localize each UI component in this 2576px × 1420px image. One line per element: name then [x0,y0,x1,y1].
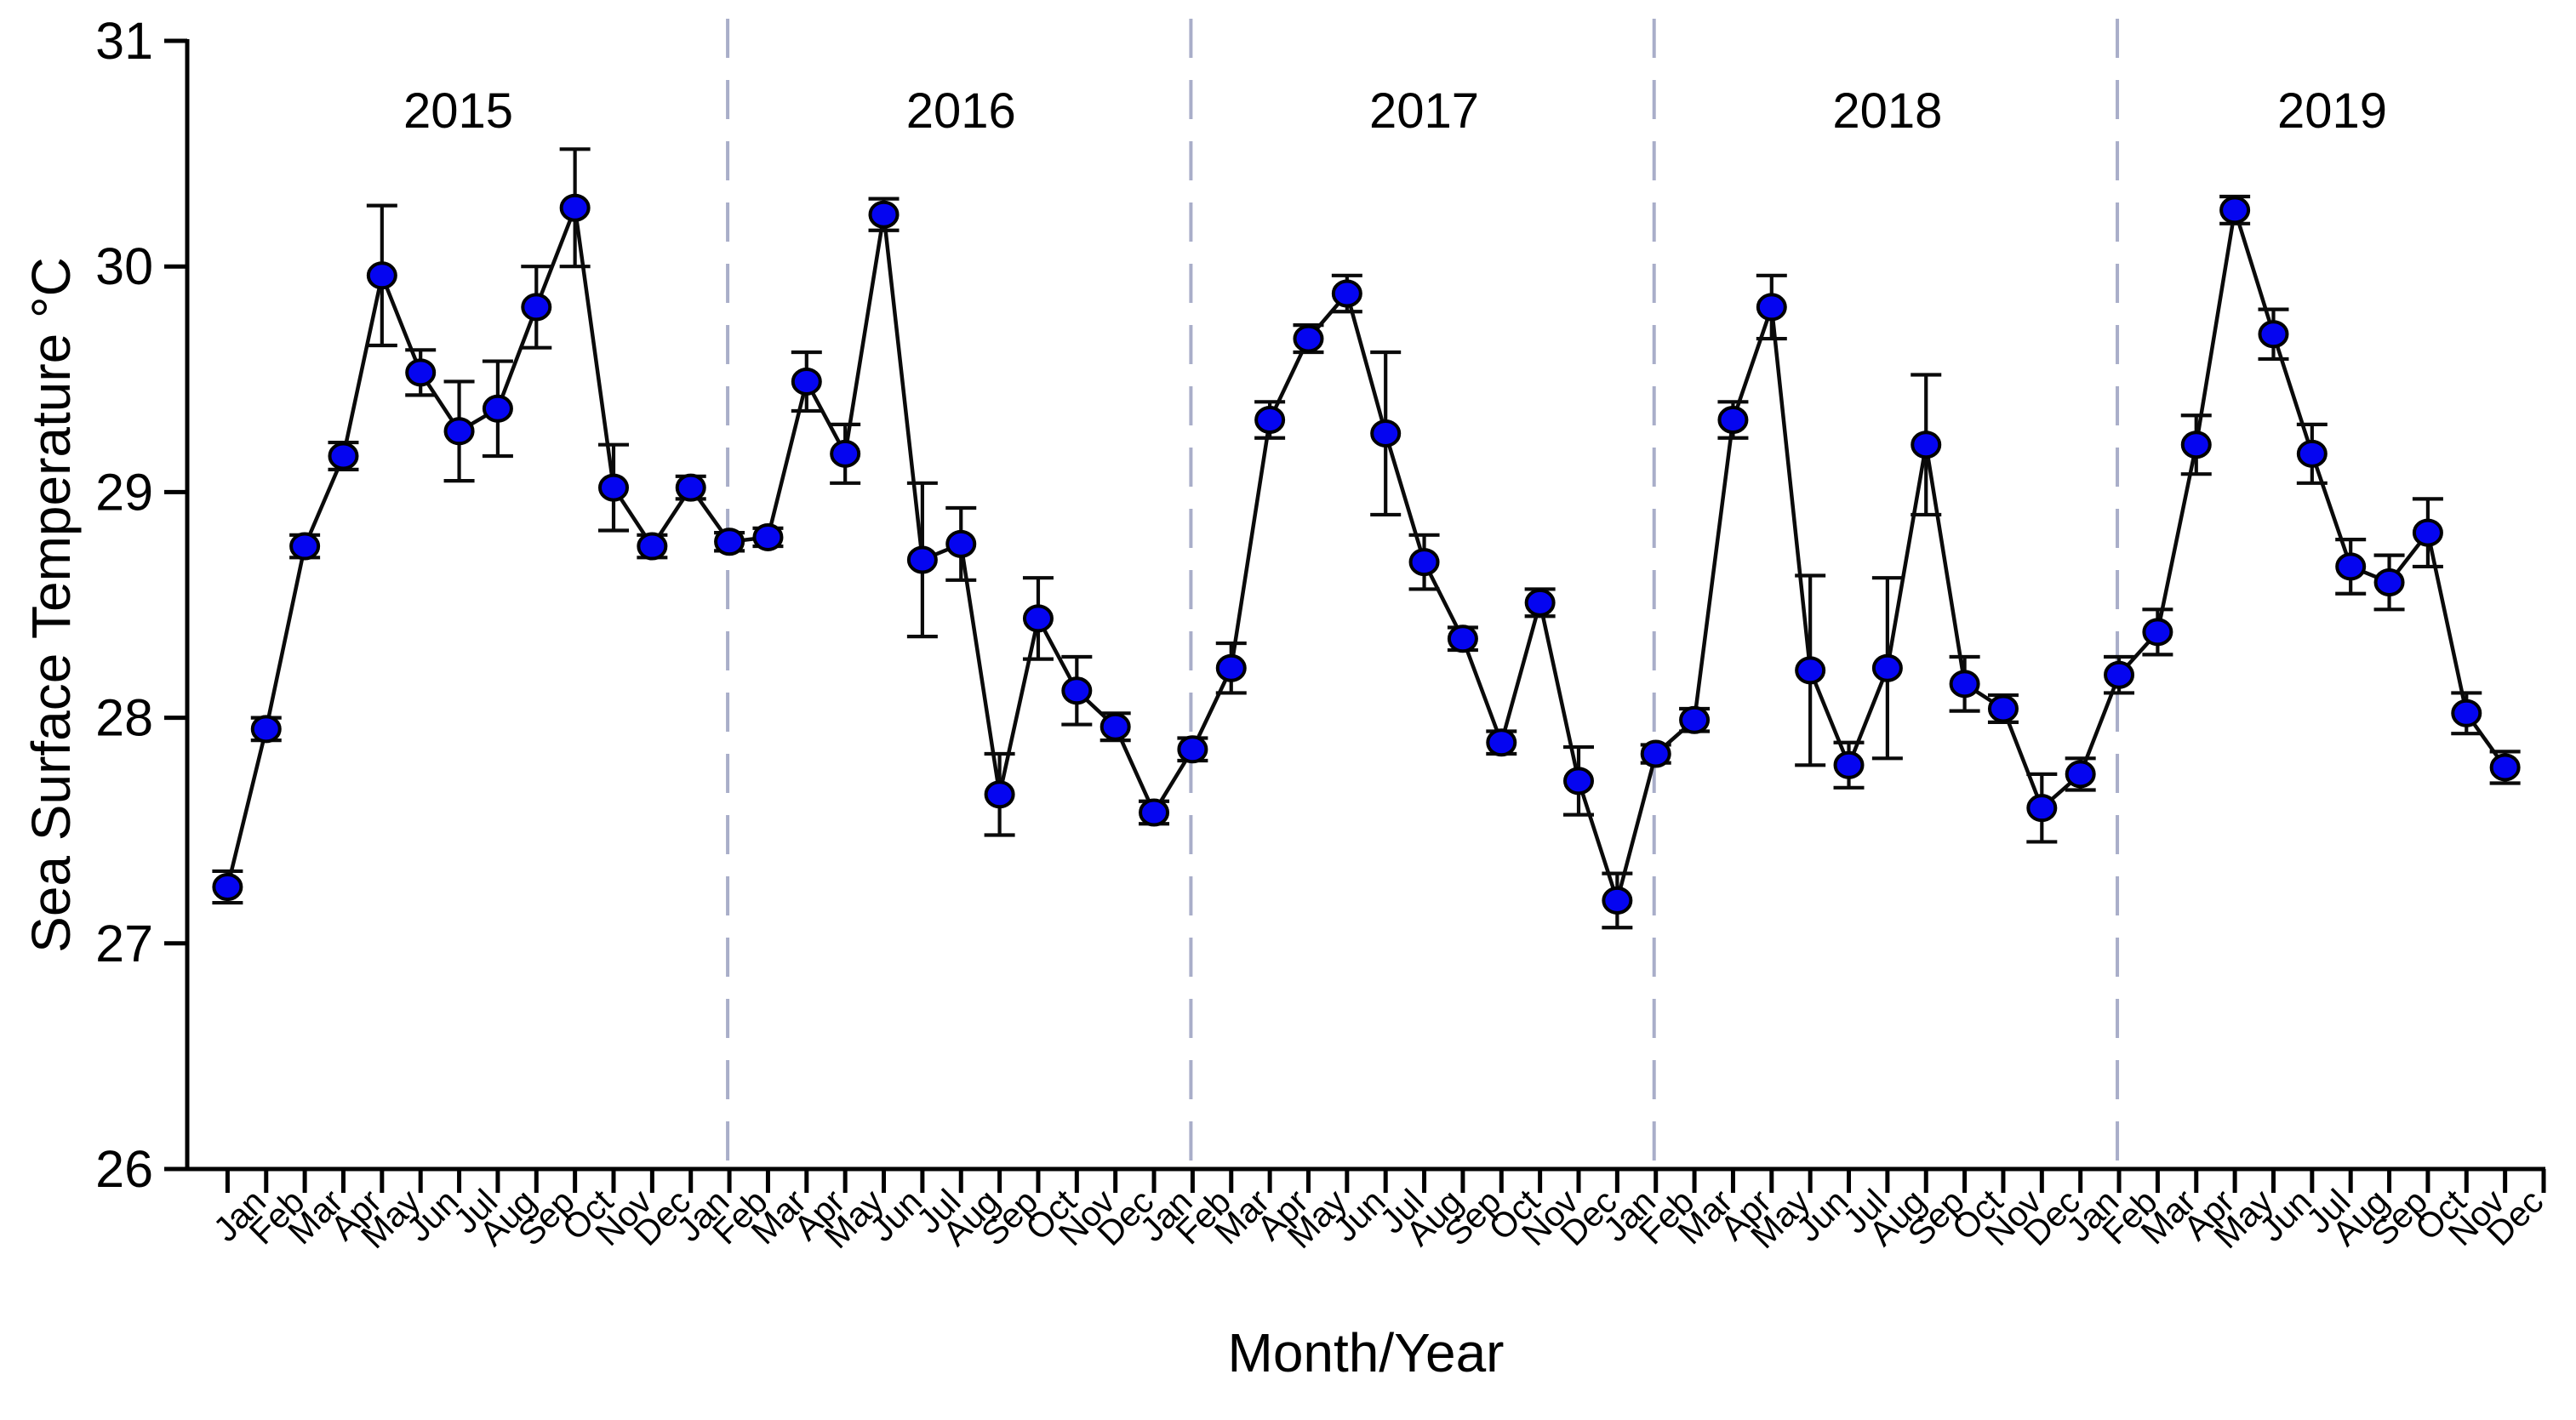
data-point [482,394,513,423]
data-point [1139,798,1170,827]
data-point [906,545,938,574]
data-point [2104,660,2135,689]
data-point [1524,588,1556,617]
data-point [1215,653,1247,682]
data-point [1949,670,1980,699]
year-label: 2017 [1369,83,1479,139]
y-tick-label: 29 [95,463,153,521]
data-point [1756,293,1787,322]
y-tick-label: 28 [95,689,153,747]
data-point [2258,320,2289,349]
data-point [1061,676,1093,705]
data-point [830,439,861,468]
data-point [2489,753,2521,782]
data-point [1370,419,1402,448]
data-point [1100,712,1131,741]
chart-generated-under: 2015 2016 2017 2018 2019 [212,19,2521,1167]
data-point [2065,760,2096,789]
data-point [2219,196,2251,225]
data-point [1293,324,1324,353]
data-point [1486,728,1517,757]
data-point [1987,694,2019,723]
data-point [1871,653,1903,682]
data-point [328,442,359,470]
data-point [714,528,745,556]
y-tick-label: 27 [95,915,153,972]
sst-series-line [226,205,2507,903]
data-point [1563,767,1594,796]
data-point [1447,624,1478,653]
data-point [2335,552,2367,581]
data-point [2026,794,2058,823]
data-point [2296,439,2328,468]
data-point [1911,431,1942,459]
year-label: 2018 [1832,83,1942,139]
data-point [1022,604,1054,633]
data-point [1717,406,1749,435]
data-point [212,873,243,901]
data-point [366,261,397,290]
data-point [443,417,475,446]
data-point [289,532,321,561]
data-point [250,715,282,744]
data-point [521,293,552,322]
data-point [2412,518,2443,547]
data-point [1254,406,1286,435]
data-point [1795,656,1826,685]
y-axis-title: Sea Surface Temperature °C [20,257,82,953]
data-point [1833,750,1865,779]
data-point [1602,886,1633,915]
y-tick-label: 26 [95,1140,153,1198]
data-point [1331,279,1362,308]
data-point [2373,567,2405,596]
y-tick-label: 31 [95,12,153,70]
data-point [405,358,437,387]
y-tick-label: 30 [95,237,153,295]
year-label: 2019 [2277,83,2387,139]
chart-generated-over: 262728293031JanFebMarAprMayJunJulAugSepO… [95,12,2550,1256]
data-point [559,193,591,222]
data-point [637,532,668,561]
year-label: 2015 [403,83,513,139]
data-point [945,529,977,558]
data-point [984,780,1015,809]
data-point [1640,739,1671,768]
data-point [2180,431,2212,459]
data-point [675,473,706,502]
data-point [1679,705,1711,734]
year-label: 2016 [906,83,1016,139]
data-point [1408,548,1440,577]
x-axis-title: Month/Year [1228,1322,1505,1383]
data-point [598,473,629,502]
data-point [2142,618,2173,647]
data-point [791,367,822,396]
data-point [1177,735,1208,764]
data-point [2451,699,2482,727]
data-point [752,522,784,551]
data-point [868,200,900,229]
